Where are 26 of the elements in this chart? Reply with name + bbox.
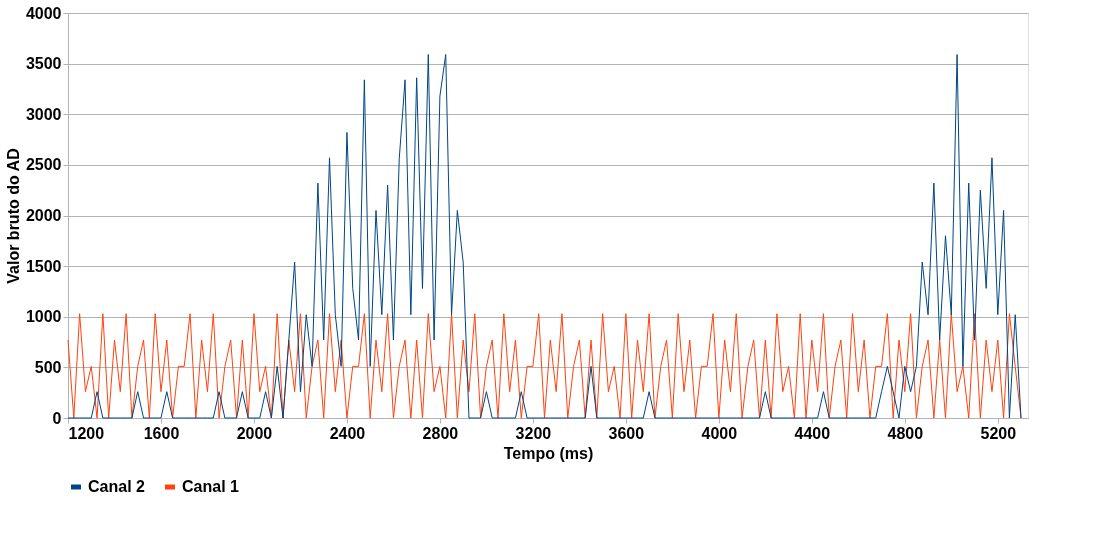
x-tick-label: 2000 [236,424,273,442]
y-tick-label: 2000 [25,207,62,224]
line-series [67,54,1022,419]
x-tick-label: 2800 [422,424,459,442]
y-tick-label: 3500 [25,55,62,73]
y-tick-label: 1500 [25,257,62,275]
y-tick-label: 2500 [25,156,62,174]
x-tick-label: 5200 [980,424,1017,442]
legend-label: Canal 1 [182,478,240,495]
y-tick-label: 1000 [25,308,62,326]
line-series [67,313,1022,419]
x-tick-label: 2400 [329,424,366,442]
legend-label: Canal 2 [88,478,146,495]
x-tick-label: 3200 [515,424,552,442]
y-tick-label: 3000 [25,105,62,123]
y-tick-label: 4000 [25,4,62,22]
x-tick-label: 1200 [68,424,105,442]
y-tick-label: 0 [52,409,62,427]
x-tick-label: 3600 [608,424,645,442]
y-tick-label: 500 [34,358,62,376]
x-tick-label: 1600 [143,424,180,442]
x-tick-label: 4000 [701,424,738,442]
x-axis-title: Tempo (ms) [503,444,594,462]
y-axis-title: Valor bruto do AD [4,148,22,284]
x-tick-label: 4800 [887,424,924,442]
x-tick-label: 4400 [794,424,831,442]
